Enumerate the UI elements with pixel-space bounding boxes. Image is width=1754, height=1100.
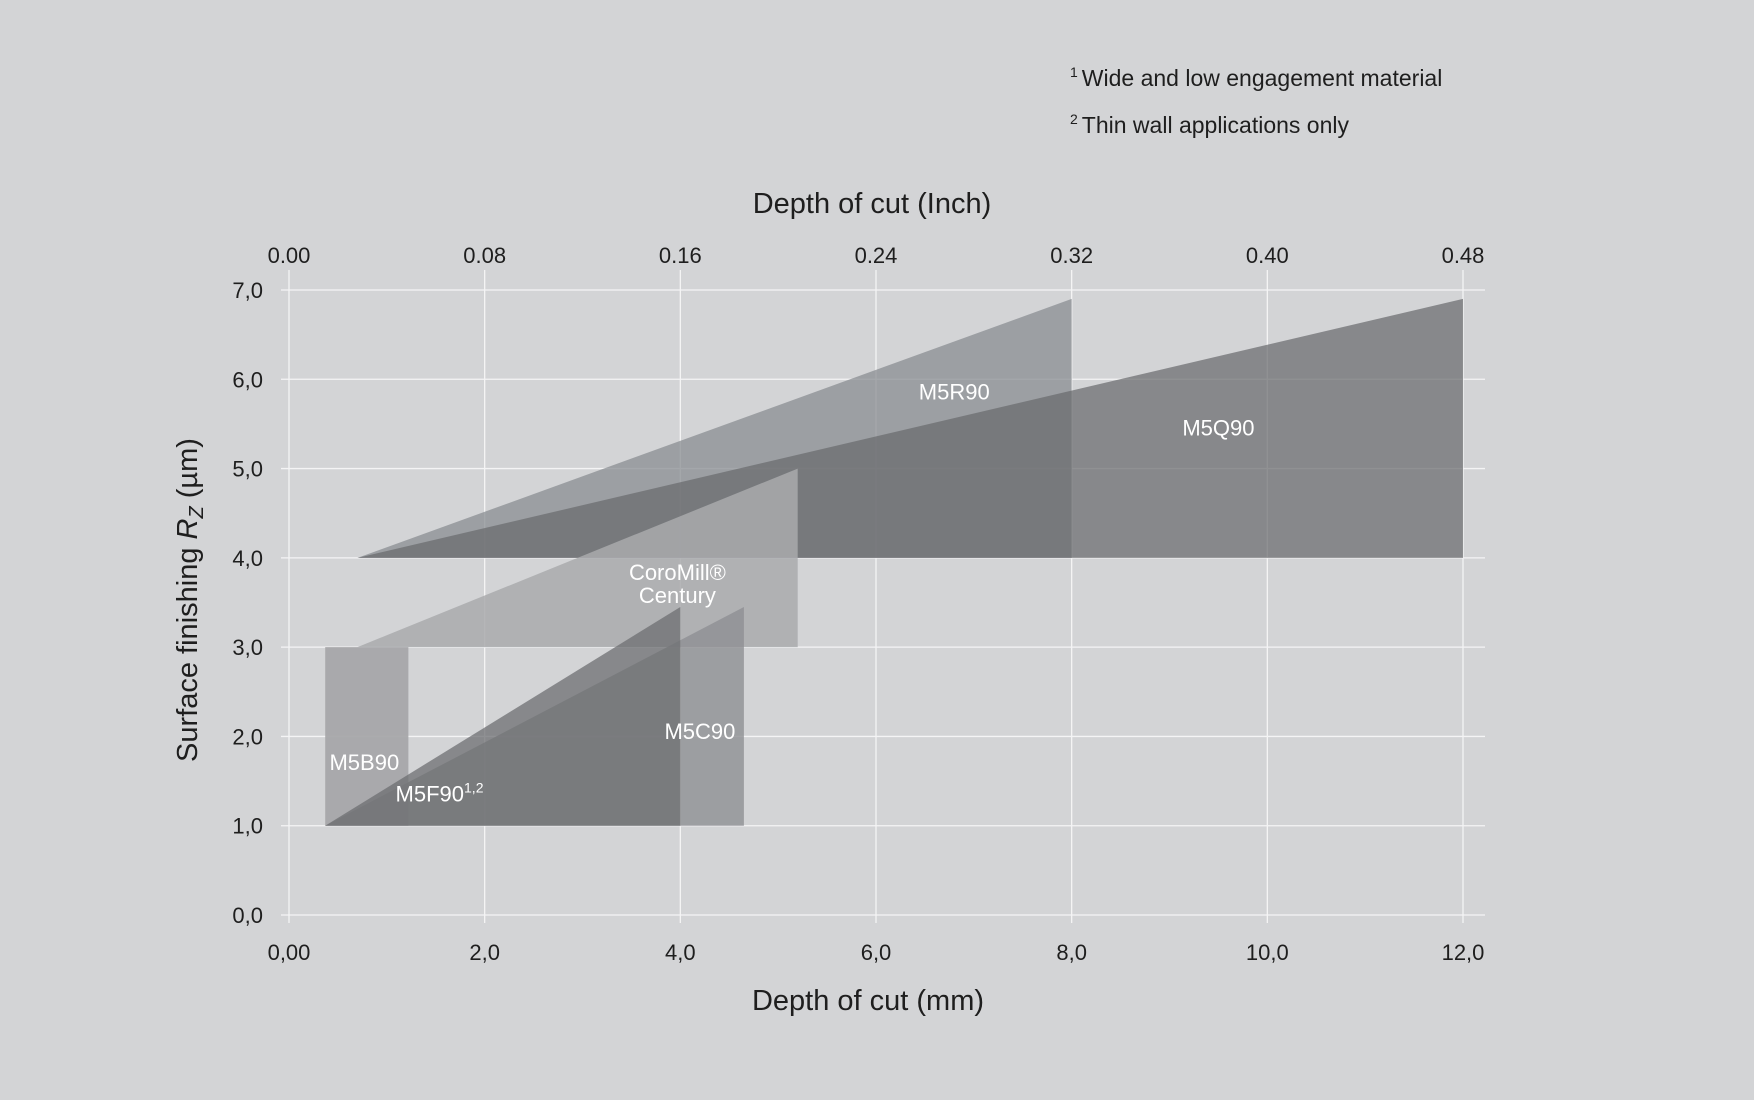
x-tick-label: 2,0	[469, 940, 500, 965]
x-tick-label: 12,0	[1442, 940, 1485, 965]
x-tick-label: 0,00	[268, 940, 311, 965]
footnote-2-text: Thin wall applications only	[1081, 112, 1349, 138]
y-tick-label: 2,0	[232, 724, 263, 749]
x2-tick-label: 0.00	[268, 243, 311, 268]
y-tick-label: 4,0	[232, 546, 263, 571]
axis-ticks: 0,00 0.00 2,0 0.08 4,0 0.16 6,0 0.24 8,0 0.32 10,0…	[232, 243, 1484, 965]
footnote-1: 1 Wide and low engagement material	[1070, 64, 1442, 92]
x2-axis-title: Depth of cut (Inch)	[753, 188, 992, 220]
footnote-2: 2 Thin wall applications only	[1070, 111, 1349, 139]
label-coromill-century-line: CoroMill®	[629, 560, 726, 585]
y-tick-label: 5,0	[232, 457, 263, 482]
label-m5c90: M5C90	[664, 719, 735, 744]
x2-tick-label: 0.08	[463, 243, 506, 268]
x2-tick-label: 0.40	[1246, 243, 1289, 268]
region-m5b90	[325, 647, 409, 826]
x-tick-label: 10,0	[1246, 940, 1289, 965]
region-m5f90	[325, 607, 681, 826]
footnote-2-mark: 2	[1070, 111, 1078, 127]
x-tick-label: 8,0	[1056, 940, 1087, 965]
label-m5r90: M5R90	[919, 380, 990, 405]
x2-tick-label: 0.32	[1050, 243, 1093, 268]
tool-regions	[325, 298, 1463, 826]
label-m5f90: M5F901,2	[396, 779, 484, 806]
y-tick-label: 3,0	[232, 635, 263, 660]
x2-tick-label: 0.48	[1442, 243, 1485, 268]
x-axis-title: Depth of cut (mm)	[752, 985, 984, 1017]
y-axis-title: Surface finishing RZ (µm)	[172, 438, 208, 762]
x2-tick-label: 0.16	[659, 243, 702, 268]
footnote-1-mark: 1	[1070, 64, 1078, 80]
label-coromill-century-line: Century	[639, 583, 716, 608]
region-labels: M5R90 M5Q90 CoroMill®Century M5B90 M5C90 M5F9…	[329, 380, 1254, 807]
x-tick-label: 4,0	[665, 940, 696, 965]
y-tick-label: 1,0	[232, 814, 263, 839]
y-tick-label: 7,0	[232, 278, 263, 303]
x-tick-label: 6,0	[861, 940, 892, 965]
label-m5q90: M5Q90	[1182, 415, 1254, 440]
x2-tick-label: 0.24	[855, 243, 898, 268]
label-m5b90: M5B90	[329, 750, 399, 775]
region-coromill-century	[357, 468, 798, 648]
y-axis-title-subscript: Z	[186, 506, 208, 520]
y-axis-title-prefix: Surface finishing	[172, 539, 204, 761]
region-m5q90	[357, 298, 1463, 558]
y-tick-label: 0,0	[232, 903, 263, 928]
y-tick-label: 6,0	[232, 367, 263, 392]
y-axis-title-symbol: R	[172, 518, 204, 539]
y-axis-title-suffix: (µm)	[172, 438, 204, 506]
footnote-1-text: Wide and low engagement material	[1081, 65, 1443, 91]
